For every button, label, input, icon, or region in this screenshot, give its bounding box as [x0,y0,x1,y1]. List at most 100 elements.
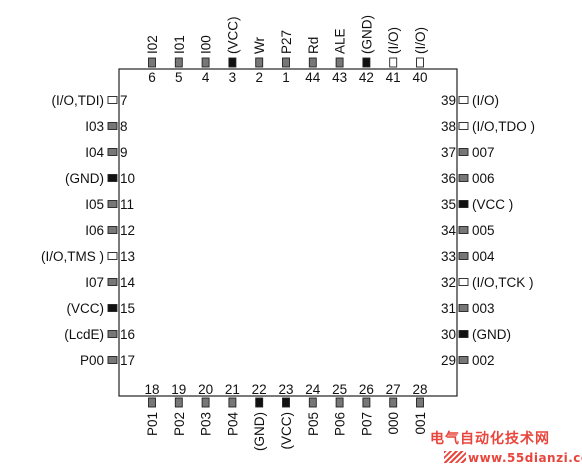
pin-4: 4 I00 [199,35,214,85]
pin-6-label: I02 [145,35,160,54]
pin-2-label: Wr [252,37,267,54]
pin-23-pad [282,397,290,408]
pin-15: 15 (VCC) [67,301,136,316]
pin-33-pad [458,252,469,260]
pin-25-pad [335,397,344,408]
pin-27-label: 000 [386,412,401,435]
pin-27: 27 000 [386,382,402,435]
pin-31-number: 31 [441,301,456,316]
pin-27-pad [389,397,398,408]
pin-23: 23 (VCC) [278,382,294,450]
pin-20-number: 20 [198,382,213,397]
pin-8: 8 I03 [85,119,127,134]
pin-12-number: 12 [120,223,135,238]
pin-3: 3 (VCC) [225,17,240,86]
pin-44: 44 Rd [305,37,321,85]
chip-body [118,68,458,397]
pin-32-pad [458,278,469,286]
pin-18: 18 P01 [144,382,160,436]
pin-30-label: (GND) [472,327,511,342]
pin-30-number: 30 [441,327,456,342]
pin-36: 36 006 [441,171,495,186]
pin-21: 21 P04 [225,382,241,436]
pin-16-number: 16 [120,327,135,342]
pin-17-number: 17 [120,353,135,368]
pin-28: 28 001 [412,382,428,435]
pin-13-pad [107,252,118,260]
pin-25-number: 25 [332,382,347,397]
pin-9-label: I04 [85,145,104,160]
pin-18-number: 18 [144,382,159,397]
pin-14: 14 I07 [85,275,135,290]
pin-19: 19 P02 [171,382,187,436]
pin-19-pad [174,397,183,408]
pin-26-pad [362,397,371,408]
pin-14-label: I07 [85,275,104,290]
pin-14-number: 14 [120,275,136,290]
pin-10-pad [107,174,118,182]
pin-42: 42 (GND) [359,15,375,85]
pin-22-label: (GND) [252,412,267,451]
pin-16: 16 (LcdE) [64,327,135,342]
pin-17: 17 P00 [80,353,135,368]
pin-3-number: 3 [229,70,237,85]
pin-3-label: (VCC) [225,17,240,55]
pin-42-pad [362,57,371,68]
pin-26-number: 26 [359,382,374,397]
pin-42-number: 42 [359,70,374,85]
pin-41: 41 (I/O) [386,27,402,85]
pin-10-label: (GND) [65,171,104,186]
pin-1: 1 P27 [279,30,294,85]
pin-40-number: 40 [412,70,427,85]
pin-25-label: P06 [333,412,348,436]
pin-18-label: P01 [145,412,160,436]
pin-36-pad [458,174,469,182]
pin-24-label: P05 [306,412,321,436]
pin-38: 38 (I/O,TDO ) [441,119,535,134]
pin-24-pad [308,397,317,408]
pin-26-label: P07 [359,412,374,436]
pin-33-label: 004 [472,249,495,264]
pin-22-number: 22 [252,382,267,397]
pin-10-number: 10 [120,171,135,186]
pin-33: 33 004 [441,249,495,264]
pin-4-number: 4 [202,70,210,85]
pin-36-label: 006 [472,171,495,186]
pin-34-number: 34 [441,223,457,238]
pin-27-number: 27 [386,382,401,397]
pin-4-pad [201,57,210,68]
pin-22: 22 (GND) [252,382,268,451]
pin-41-pad [389,57,398,68]
pin-8-label: I03 [85,119,104,134]
pin-39: 39 (I/O) [441,93,499,108]
pin-30: 30 (GND) [441,327,511,342]
pin-24-number: 24 [305,382,321,397]
pin-2-number: 2 [255,70,263,85]
pin-24: 24 P05 [305,382,321,436]
pin-38-pad [458,122,469,130]
pin-35-pad [458,200,469,208]
watermark-stripes [444,451,466,463]
pin-13-label: (I/O,TMS ) [41,249,104,264]
pin-12-pad [107,226,118,234]
pin-14-pad [107,278,118,286]
pin-31-label: 003 [472,301,495,316]
pin-28-label: 001 [413,412,428,435]
pin-17-label: P00 [80,353,104,368]
pin-16-label: (LcdE) [64,327,104,342]
pin-39-pad [458,96,469,104]
pin-20-label: P03 [199,412,214,436]
pin-43-label: ALE [333,28,348,54]
pin-9-number: 9 [120,145,128,160]
pin-11: 11 I05 [85,197,134,212]
pin-44-pad [308,57,317,68]
pin-5-pad [174,57,183,68]
pin-29-label: 002 [472,353,495,368]
pin-22-pad [255,397,264,408]
pin-31-pad [458,304,469,312]
pin-19-number: 19 [171,382,186,397]
pin-29-pad [458,356,469,364]
pin-37: 37 007 [441,145,495,160]
pin-7-label: (I/O,TDI) [52,93,105,108]
